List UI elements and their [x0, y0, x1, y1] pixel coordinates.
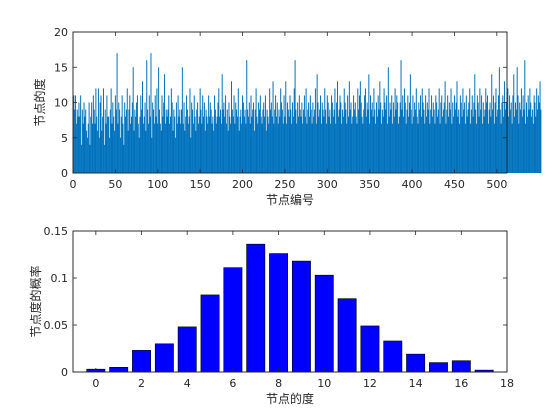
y-tick-label: 5: [61, 132, 68, 145]
bar: [360, 325, 380, 373]
x-tick-label: 14: [409, 377, 423, 390]
x-axis-label: 节点的度: [266, 391, 314, 406]
x-tick-label: 0: [92, 377, 99, 390]
x-tick-label: 2: [138, 377, 145, 390]
bar: [246, 243, 266, 373]
x-tick-label: 350: [359, 178, 380, 191]
x-tick-label: 50: [108, 178, 122, 191]
x-tick-label: 4: [184, 377, 191, 390]
x-tick-label: 100: [147, 178, 168, 191]
y-tick-label: 0.05: [44, 319, 69, 332]
y-tick-label: 0.15: [44, 225, 69, 238]
x-tick-label: 150: [190, 178, 211, 191]
x-tick-label: 300: [317, 178, 338, 191]
bar: [223, 267, 243, 373]
y-tick-label: 20: [54, 26, 68, 39]
y-tick-label: 15: [54, 61, 68, 74]
bar: [200, 294, 220, 373]
x-tick-label: 250: [274, 178, 295, 191]
y-tick-label: 0: [61, 366, 68, 379]
bar: [154, 343, 174, 373]
x-tick-label: 18: [500, 377, 514, 390]
degree-distribution-chart: 0 2 4 6 8 10 12 14 16 18 0 0.05 0.1 0.15 节点的度 节点度的概率: [28, 225, 514, 406]
bar: [383, 340, 403, 373]
y-tick-label: 0.1: [51, 272, 69, 285]
x-tick-label: 500: [486, 178, 507, 191]
x-tick-label: 6: [229, 377, 236, 390]
x-tick-label: 10: [317, 377, 331, 390]
x-tick-label: 200: [232, 178, 253, 191]
degree-per-node-chart: 0 50 100 150 200 250 300 350 400 450 500 0 5 10 15 20 节点…: [32, 26, 542, 207]
x-axis-label: 节点编号: [266, 192, 314, 207]
bar: [337, 298, 357, 373]
bar: [314, 274, 334, 373]
x-tick-label: 0: [70, 178, 77, 191]
x-tick-label: 16: [454, 377, 468, 390]
bar: [177, 326, 197, 373]
y-axis-label: 节点的度: [32, 78, 47, 126]
bar: [109, 366, 129, 373]
x-tick-label: 8: [275, 377, 282, 390]
bar: [291, 260, 311, 373]
x-tick-label: 12: [363, 377, 377, 390]
axes-frame: [72, 230, 508, 373]
y-tick-label: 0: [61, 167, 68, 180]
bar: [269, 253, 289, 373]
y-tick-label: 10: [54, 97, 68, 110]
plot-area: [72, 230, 508, 373]
x-tick-label: 450: [444, 178, 465, 191]
y-axis-label: 节点度的概率: [28, 265, 43, 337]
x-tick-label: 400: [402, 178, 423, 191]
bar: [429, 362, 448, 373]
